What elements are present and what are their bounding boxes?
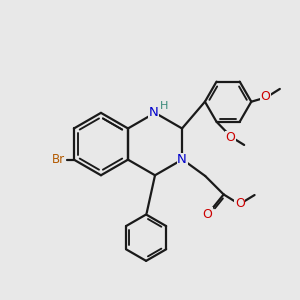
Text: Br: Br xyxy=(52,153,65,166)
Text: O: O xyxy=(261,90,271,103)
Text: O: O xyxy=(235,197,244,210)
Text: O: O xyxy=(202,208,212,220)
Text: O: O xyxy=(226,131,236,144)
Text: H: H xyxy=(160,101,168,111)
Text: N: N xyxy=(149,106,158,119)
Text: N: N xyxy=(177,153,187,166)
